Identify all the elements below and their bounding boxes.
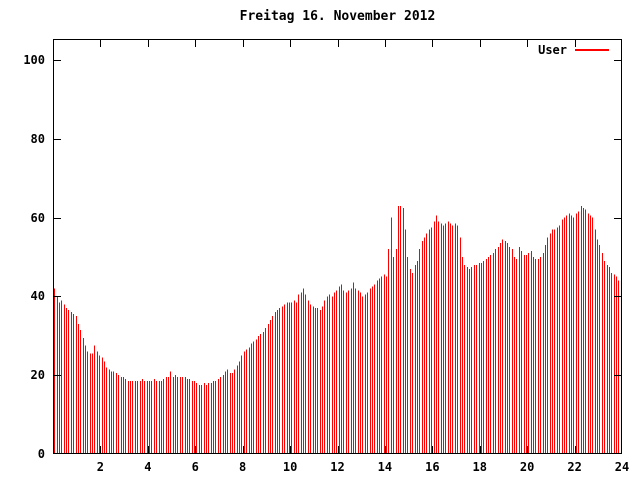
x-tick-label: 10: [282, 460, 298, 474]
y-tick-label: 80: [30, 131, 45, 146]
plot-border: [53, 39, 622, 454]
x-tick-label: 14: [377, 460, 393, 474]
x-tick-label: 18: [472, 460, 487, 474]
x-tick-label: 24: [614, 460, 630, 474]
legend-label-user: User: [538, 43, 567, 57]
x-tick-label: 6: [191, 460, 199, 474]
y-tick-label: 40: [30, 289, 45, 304]
axis-ticks: [54, 40, 621, 453]
plot-area: [53, 39, 622, 454]
x-tick-label: 16: [425, 460, 440, 474]
chart-title: Freitag 16. November 2012: [239, 9, 436, 24]
x-tick-label: 4: [144, 460, 152, 474]
user-series-bars: [54, 205, 622, 453]
x-tick-label: 8: [239, 460, 247, 474]
y-tick-label: 100: [23, 53, 45, 67]
x-tick-label: 22: [567, 460, 582, 474]
x-tick-label: 2: [96, 460, 105, 474]
y-tick-label: 20: [30, 368, 45, 383]
x-tick-label: 20: [519, 460, 535, 474]
y-tick-label: 0: [37, 447, 45, 461]
y-tick-label: 60: [30, 210, 45, 225]
x-tick-label: 12: [330, 460, 345, 474]
